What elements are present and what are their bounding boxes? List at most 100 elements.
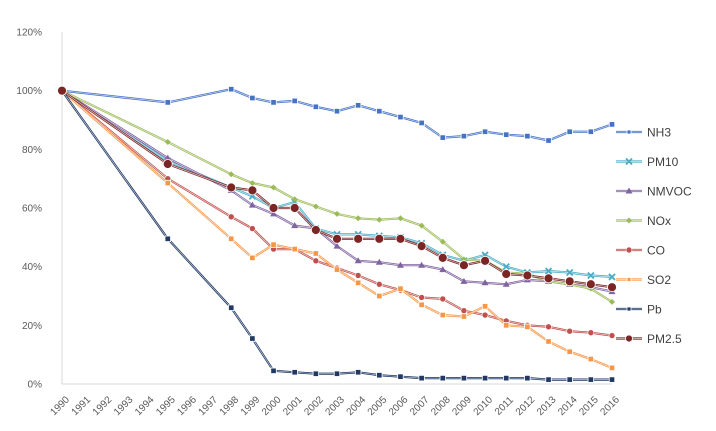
data-point — [418, 374, 425, 382]
data-point — [503, 374, 510, 382]
data-point — [334, 210, 340, 217]
data-point — [228, 235, 235, 242]
legend-marker — [626, 129, 632, 135]
data-point — [481, 374, 489, 382]
series-pm25 — [57, 85, 617, 293]
data-point — [291, 369, 298, 376]
x-tick-label: 2014 — [556, 394, 580, 418]
series-line-highlight — [61, 90, 613, 288]
legend-item: PM10 — [616, 155, 679, 169]
x-tick-label: 2016 — [598, 394, 622, 418]
legend-item: NH3 — [616, 126, 671, 140]
data-point — [355, 215, 362, 222]
data-point — [585, 279, 596, 290]
data-point — [439, 295, 447, 303]
data-point — [226, 182, 237, 193]
data-point — [270, 367, 277, 374]
x-tick-label: 1998 — [218, 394, 242, 418]
series-nh3 — [58, 86, 616, 144]
series-line-highlight — [61, 88, 613, 141]
data-point — [502, 263, 510, 271]
legend-item: CO — [616, 244, 665, 258]
x-tick-label: 2012 — [514, 394, 538, 418]
x-tick-label: 1997 — [197, 394, 221, 418]
data-point — [228, 86, 235, 93]
x-tick-label: 2010 — [472, 394, 496, 418]
data-point — [566, 128, 573, 135]
data-point — [57, 85, 67, 96]
data-point — [587, 271, 595, 280]
legend-marker — [625, 334, 633, 343]
data-point — [439, 311, 446, 319]
data-point — [397, 215, 404, 222]
x-tick-label: 1990 — [48, 394, 72, 418]
data-point — [249, 254, 256, 262]
data-point — [268, 203, 279, 213]
data-point — [164, 99, 171, 106]
data-point — [291, 196, 298, 203]
legend-marker — [625, 157, 633, 166]
data-point — [503, 131, 510, 138]
data-point — [503, 322, 510, 329]
data-point — [270, 210, 278, 217]
data-point — [353, 233, 364, 244]
data-point — [418, 222, 425, 229]
legend-marker — [626, 306, 632, 312]
data-point — [609, 298, 615, 305]
data-point — [460, 277, 468, 284]
data-point — [524, 323, 531, 330]
y-axis: 0% 20% 40% 60% 80% 100% 120% — [16, 28, 63, 391]
data-point — [418, 301, 425, 308]
series-line-highlight — [61, 90, 613, 278]
data-point — [460, 313, 468, 320]
x-tick-label: 2015 — [577, 394, 601, 418]
data-point — [481, 128, 489, 135]
y-tick-label: 40% — [22, 262, 42, 273]
legend-label: Pb — [647, 303, 662, 317]
data-point — [439, 266, 447, 273]
data-point — [439, 374, 446, 382]
data-point — [270, 99, 277, 106]
data-point — [355, 102, 362, 109]
data-point — [545, 323, 552, 331]
data-point — [439, 238, 446, 245]
series-pb — [58, 87, 616, 383]
data-point — [566, 327, 573, 335]
x-tick-label: 2011 — [493, 394, 516, 417]
data-point — [164, 139, 171, 145]
data-point — [608, 121, 616, 128]
x-tick-label: 1991 — [70, 394, 94, 418]
data-point — [289, 203, 300, 213]
y-tick-label: 100% — [16, 86, 42, 97]
data-point — [249, 225, 256, 232]
data-point — [544, 267, 553, 275]
data-point — [543, 273, 554, 284]
legend-label: NH3 — [647, 126, 671, 140]
data-point — [355, 279, 362, 286]
data-point — [564, 276, 575, 287]
data-point — [354, 272, 362, 279]
data-point — [439, 134, 446, 141]
data-point — [270, 241, 277, 248]
data-point — [312, 257, 320, 265]
legend-item: PM2.5 — [616, 332, 682, 346]
data-point — [459, 260, 469, 271]
x-tick-label: 2009 — [450, 394, 474, 418]
data-point — [524, 132, 531, 140]
data-point — [376, 292, 383, 300]
data-point — [376, 280, 383, 288]
data-point — [249, 335, 256, 342]
legend-label: PM2.5 — [647, 332, 682, 346]
legend-marker — [626, 277, 632, 282]
data-point — [587, 376, 594, 383]
data-point — [291, 245, 298, 253]
data-point — [312, 203, 319, 210]
series-line — [61, 89, 613, 278]
data-point — [397, 373, 404, 380]
x-tick-label: 2006 — [387, 394, 411, 418]
data-point — [291, 222, 299, 229]
data-point — [249, 180, 256, 187]
data-point — [164, 154, 172, 161]
data-point — [162, 159, 173, 169]
